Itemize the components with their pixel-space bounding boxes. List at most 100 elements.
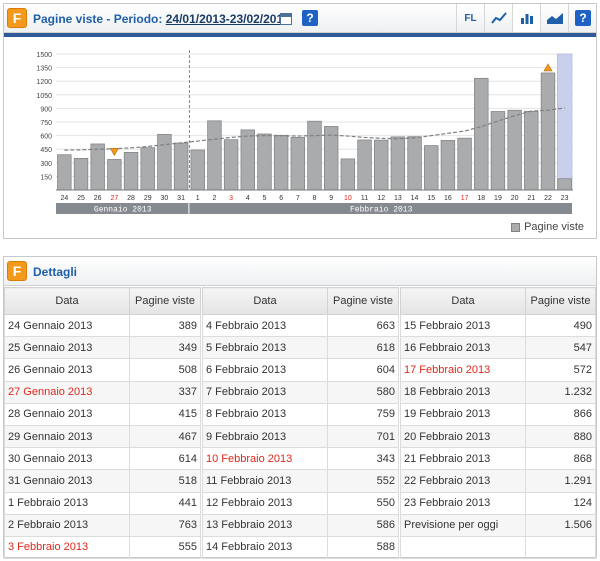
bar xyxy=(157,133,172,191)
x-tick-label: 27 xyxy=(110,195,118,202)
x-tick-label: 22 xyxy=(544,195,552,202)
table-row: 2 Febbraio 2013 763 xyxy=(4,513,201,537)
details-table: Data Pagine viste 4 Febbraio 2013 663 5 Febb… xyxy=(202,287,399,560)
table-row: 15 Febbraio 2013 490 xyxy=(400,313,596,338)
table-row: 6 Febbraio 2013 604 xyxy=(202,358,399,382)
chart-panel-header: F Pagine viste - Periodo: 24/01/2013-23/… xyxy=(4,4,596,33)
header-date[interactable]: Data xyxy=(202,287,328,315)
x-tick-label: 28 xyxy=(127,195,135,202)
x-tick-label: 24 xyxy=(60,195,68,202)
cell-views: 389 xyxy=(129,313,201,338)
cell-views: 663 xyxy=(327,313,399,338)
x-tick-label: 25 xyxy=(77,195,85,202)
table-row: 22 Febbraio 2013 1.291 xyxy=(400,469,596,493)
x-tick-label: 11 xyxy=(361,195,368,202)
period-link[interactable]: 24/01/2013-23/02/2013 xyxy=(165,12,290,26)
table-row: 19 Febbraio 2013 866 xyxy=(400,402,596,426)
cell-views: 555 xyxy=(129,535,201,560)
bar xyxy=(90,143,105,191)
y-tick-label: 900 xyxy=(40,106,52,113)
line-chart-button[interactable] xyxy=(484,4,512,32)
bar xyxy=(123,152,139,191)
bar xyxy=(240,129,255,191)
x-tick-label: 29 xyxy=(144,195,152,202)
bar-chart-button[interactable] xyxy=(512,4,540,32)
cell-views: 508 xyxy=(129,358,201,382)
cell-date: 3 Febbraio 2013 xyxy=(4,535,130,560)
x-tick-label: 8 xyxy=(313,195,317,202)
area-chart-button[interactable] xyxy=(540,4,568,32)
cell-views: 701 xyxy=(327,424,399,449)
bar xyxy=(390,136,406,191)
header-views[interactable]: Pagine viste xyxy=(327,287,399,315)
toolbar-help-button[interactable]: ? xyxy=(568,4,596,32)
cell-date: 20 Febbraio 2013 xyxy=(400,424,526,449)
table-header-row: Data Pagine viste xyxy=(4,287,201,315)
x-tick-label: 6 xyxy=(279,195,283,202)
cell-date: 8 Febbraio 2013 xyxy=(202,402,328,426)
table-row: 26 Gennaio 2013 508 xyxy=(4,358,201,382)
table-row: 5 Febbraio 2013 618 xyxy=(202,336,399,360)
y-tick-label: 1050 xyxy=(36,93,52,100)
table-row: 23 Febbraio 2013 124 xyxy=(400,491,596,515)
chart-axis: 24 25 26 27 28 29 30 31 1 2 3 4 5 6 7 8 9 10 11 12 13 14 15 16 1… xyxy=(56,189,573,215)
cell-date: 21 Febbraio 2013 xyxy=(400,447,526,471)
cell-views: 552 xyxy=(327,469,399,493)
month-band xyxy=(189,203,572,214)
y-tick-label: 600 xyxy=(40,134,52,141)
min-marker-icon xyxy=(109,148,119,157)
y-tick-label: 300 xyxy=(40,161,52,168)
help-icon[interactable]: ? xyxy=(302,10,318,26)
x-tick-label: 10 xyxy=(344,195,352,202)
y-tick-label: 450 xyxy=(40,147,52,154)
line-chart-icon xyxy=(490,12,507,24)
header-date[interactable]: Data xyxy=(4,287,130,315)
header-views[interactable]: Pagine viste xyxy=(525,287,596,315)
cell-date: 4 Febbraio 2013 xyxy=(202,313,328,338)
x-tick-label: 19 xyxy=(494,195,502,202)
cell-views: 1.506 xyxy=(525,513,596,537)
cell-views: 467 xyxy=(129,424,201,449)
fl-label: FL xyxy=(464,12,477,24)
table-row: 17 Febbraio 2013 572 xyxy=(400,358,596,382)
cell-date: 1 Febbraio 2013 xyxy=(4,491,130,515)
fl-button[interactable]: FL xyxy=(456,4,484,32)
y-tick-label: 1350 xyxy=(36,66,52,73)
cell-date: 18 Febbraio 2013 xyxy=(400,380,526,404)
cell-views: 614 xyxy=(129,447,201,471)
bar xyxy=(424,145,439,191)
table-header-row: Data Pagine viste xyxy=(202,287,399,315)
bar xyxy=(524,110,539,191)
page-title: Pagine viste - Periodo: 24/01/2013-23/02… xyxy=(33,12,290,26)
table-row xyxy=(400,535,596,560)
bar xyxy=(540,72,556,191)
bar xyxy=(290,137,306,191)
table-row: 9 Febbraio 2013 701 xyxy=(202,424,399,449)
x-tick-label: 26 xyxy=(94,195,102,202)
cell-date: 2 Febbraio 2013 xyxy=(4,513,130,537)
bar xyxy=(407,136,422,191)
bar xyxy=(140,147,155,191)
header-date[interactable]: Data xyxy=(400,287,526,315)
cell-views: 343 xyxy=(327,447,399,471)
cell-date: 23 Febbraio 2013 xyxy=(400,491,526,515)
chart-toolbar: FL ? xyxy=(456,4,596,32)
today-forecast-bar xyxy=(557,53,573,191)
cell-date: 9 Febbraio 2013 xyxy=(202,424,328,449)
details-table: Data Pagine viste 15 Febbraio 2013 490 16 Fe… xyxy=(400,287,596,560)
x-tick-label: 20 xyxy=(511,195,519,202)
header-views[interactable]: Pagine viste xyxy=(129,287,201,315)
help-icon: ? xyxy=(575,10,591,26)
legend-label: Pagine viste xyxy=(524,221,584,233)
x-tick-label: 18 xyxy=(477,195,485,202)
area-chart-icon xyxy=(546,13,563,24)
calendar-icon[interactable] xyxy=(280,13,292,25)
details-title: Dettagli xyxy=(33,265,78,279)
month-label: Febbraio 2013 xyxy=(350,206,413,215)
x-tick-label: 17 xyxy=(461,195,469,202)
bar xyxy=(340,158,356,191)
bar-chart-icon xyxy=(520,14,533,24)
cell-views xyxy=(525,535,596,560)
cell-date: 6 Febbraio 2013 xyxy=(202,358,328,382)
